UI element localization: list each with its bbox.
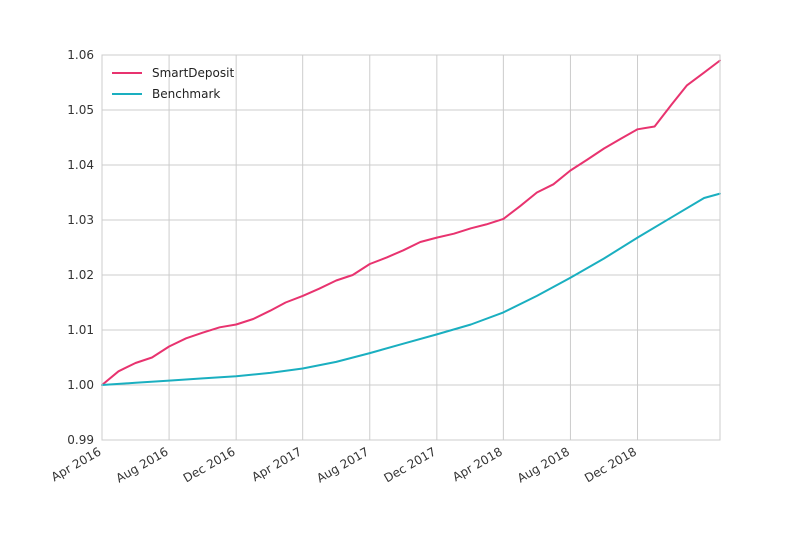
y-tick-label: 1.06 [67,48,94,62]
legend-label: SmartDeposit [152,66,234,80]
legend: SmartDeposit Benchmark [112,66,234,101]
series-layer [101,59,721,386]
x-tick-label: Dec 2016 [181,444,238,485]
x-tick-label: Aug 2018 [515,444,572,485]
series-line-smartdeposit [101,59,721,386]
y-tick-label: 1.05 [67,103,94,117]
x-tick-label: Apr 2017 [249,444,304,484]
x-tick-label: Dec 2017 [381,444,438,485]
y-tick-label: 1.04 [67,158,94,172]
x-tick-label: Aug 2016 [114,444,171,485]
x-tick-label: Aug 2017 [314,444,371,485]
y-tick-label: 1.03 [67,213,94,227]
y-tick-label: 1.01 [67,323,94,337]
series-line-benchmark [101,192,721,386]
x-tick-label: Dec 2018 [582,444,639,485]
x-tick-label: Apr 2016 [49,444,104,484]
plot-frame [101,54,721,441]
grid [101,54,720,441]
y-tick-label: 1.02 [67,268,94,282]
x-axis-ticks: Apr 2016 Aug 2016 Dec 2016 Apr 2017 Aug 2017… [49,444,639,485]
x-tick-label: Apr 2018 [450,444,505,484]
y-tick-label: 1.00 [67,378,94,392]
y-tick-label: 0.99 [67,433,94,447]
y-axis-ticks: 0.99 1.00 1.01 1.02 1.03 1.04 1.05 1.06 [67,48,94,447]
legend-label: Benchmark [152,87,220,101]
